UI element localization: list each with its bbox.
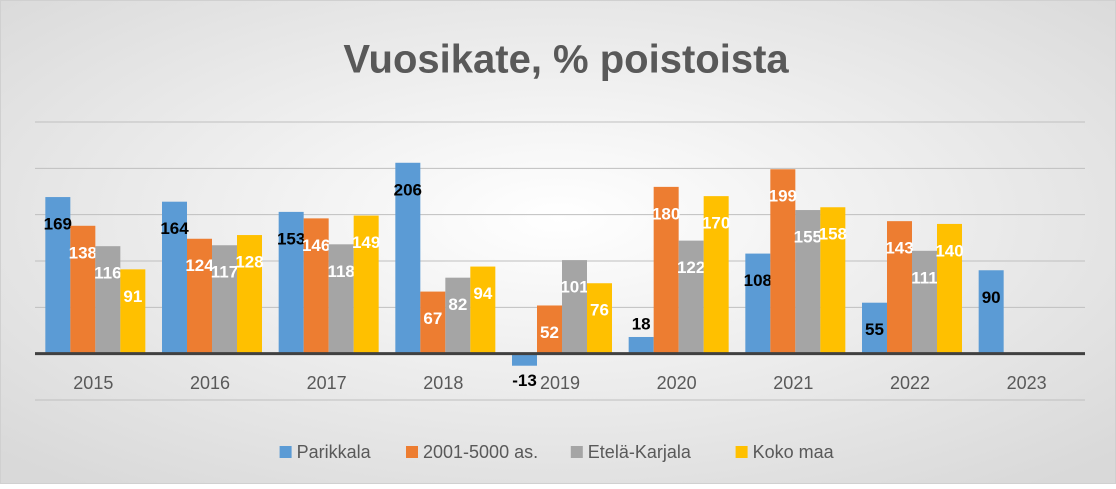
data-label: 18 (632, 314, 651, 333)
legend-swatch (406, 446, 418, 458)
data-label: 180 (652, 204, 680, 223)
legend-label: Koko maa (753, 442, 835, 462)
bar (120, 269, 146, 354)
bar (653, 186, 679, 354)
data-label: 138 (69, 243, 97, 262)
data-label: 169 (44, 215, 72, 234)
bar (820, 207, 846, 354)
data-label: 52 (540, 323, 559, 342)
chart-title: Vuosikate, % poistoista (343, 38, 789, 82)
bar (212, 245, 237, 354)
data-label: 128 (235, 253, 263, 272)
bar (328, 244, 354, 354)
data-label: 111 (911, 268, 938, 287)
x-tick-label: 2023 (1007, 373, 1047, 393)
legend-label: 2001-5000 as. (423, 442, 538, 462)
bar (862, 302, 887, 354)
data-label: 67 (423, 309, 442, 328)
bar (745, 253, 771, 354)
bar (795, 210, 821, 354)
data-label: 199 (769, 187, 797, 206)
bar (420, 291, 446, 354)
bar (978, 270, 1004, 354)
data-label: -13 (512, 371, 537, 390)
x-tick-label: 2019 (540, 373, 580, 393)
data-label: 82 (448, 295, 467, 314)
data-label: 91 (123, 287, 142, 306)
data-label: 124 (185, 256, 214, 275)
data-label: 143 (885, 239, 913, 258)
bar (537, 305, 562, 354)
bar (187, 238, 212, 354)
x-tick-label: 2022 (890, 373, 930, 393)
data-label: 116 (94, 264, 121, 283)
x-tick-label: 2017 (307, 373, 347, 393)
data-label: 118 (327, 262, 354, 281)
bar (445, 277, 471, 354)
bar (887, 221, 912, 354)
data-label: 153 (277, 229, 305, 248)
data-label: 164 (160, 219, 189, 238)
data-label: 146 (302, 236, 330, 255)
x-tick-label: 2020 (657, 373, 697, 393)
data-label: 94 (473, 284, 492, 303)
legend-label: Parikkala (297, 442, 372, 462)
x-tick-label: 2018 (423, 373, 463, 393)
data-label: 117 (211, 263, 238, 282)
bar (628, 336, 654, 354)
legend-label: Etelä-Karjala (588, 442, 692, 462)
data-label: 101 (560, 278, 588, 297)
data-label: 140 (935, 241, 963, 260)
bar (770, 169, 796, 354)
data-label: 158 (819, 225, 847, 244)
data-label: 90 (982, 288, 1001, 307)
legend-swatch (279, 446, 292, 458)
x-tick-label: 2015 (73, 373, 113, 393)
bar (587, 283, 612, 354)
data-label: 76 (590, 301, 609, 320)
bar (303, 218, 329, 354)
bar (703, 196, 729, 354)
data-label: 155 (794, 228, 822, 247)
data-label: 108 (744, 271, 772, 290)
data-label: 122 (677, 258, 705, 277)
bar (237, 235, 262, 354)
data-label: 170 (702, 214, 730, 233)
bar (278, 211, 304, 354)
bar (95, 246, 121, 354)
bar (937, 223, 962, 354)
legend-swatch (570, 446, 583, 458)
data-label: 149 (352, 233, 380, 252)
x-tick-label: 2016 (190, 373, 230, 393)
bar (45, 197, 71, 354)
bar (562, 260, 587, 354)
bar (912, 250, 937, 354)
data-label: 55 (865, 320, 884, 339)
bar (678, 240, 704, 354)
data-label: 206 (394, 180, 422, 199)
bar (353, 215, 379, 354)
bar (470, 266, 496, 354)
bar (512, 353, 537, 366)
x-tick-label: 2021 (773, 373, 813, 393)
bar (70, 225, 96, 354)
legend-swatch (735, 446, 748, 458)
bar (395, 162, 421, 354)
bar (162, 201, 187, 354)
